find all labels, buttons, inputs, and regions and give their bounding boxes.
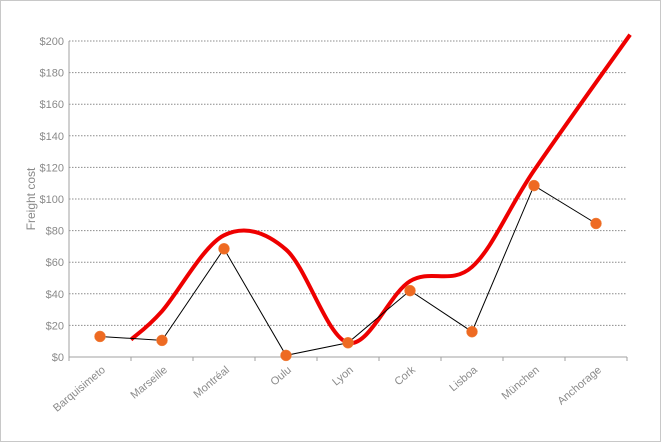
y-tick-label: $60	[46, 257, 64, 269]
series-line	[99, 184, 597, 356]
x-tick-label: Lisboa	[447, 364, 480, 395]
y-axis-tick-labels: $0 $20 $40 $60 $80 $100 $120 $140 $160 $180 $200	[40, 36, 64, 364]
data-point-oulu	[280, 349, 292, 362]
data-point-münchen	[528, 179, 540, 192]
x-tick-label: Oulu	[268, 364, 294, 388]
x-tick-label: Cork	[392, 364, 418, 388]
y-tick-label: $0	[52, 352, 64, 364]
y-tick-label: $180	[40, 68, 64, 80]
y-tick-label: $120	[40, 162, 64, 174]
x-tick-label: Barquisimeto	[51, 364, 108, 414]
y-tick-label: $40	[46, 289, 64, 301]
x-tick-label: Marseille	[128, 364, 169, 401]
x-tick-label: Montréal	[191, 364, 231, 401]
y-tick-label: $80	[46, 226, 64, 238]
data-point-cork	[404, 284, 416, 297]
data-series	[94, 179, 602, 362]
y-axis-title: Freight cost	[24, 167, 38, 230]
trend-line	[129, 33, 632, 345]
axes	[68, 41, 628, 361]
x-tick-label: München	[500, 364, 542, 402]
x-tick-label: Anchorage	[555, 364, 603, 407]
data-point-barquisimeto	[94, 330, 106, 343]
y-tick-label: $140	[40, 131, 64, 143]
y-tick-label: $200	[40, 36, 64, 48]
x-tick-label: Lyon	[330, 364, 356, 388]
x-axis-tick-labels: Barquisimeto Marseille Montréal Oulu Lyon Cor…	[51, 364, 604, 415]
data-point-lisboa	[466, 325, 478, 338]
y-tick-label: $160	[40, 99, 64, 111]
data-point-lyon	[342, 337, 354, 349]
gridlines	[69, 40, 627, 326]
trend-series	[129, 33, 632, 345]
y-tick-label: $20	[46, 320, 64, 332]
y-tick-label: $100	[40, 194, 64, 206]
data-point-anchorage	[590, 217, 602, 230]
data-point-montréal	[218, 243, 230, 255]
data-point-marseille	[156, 334, 168, 347]
